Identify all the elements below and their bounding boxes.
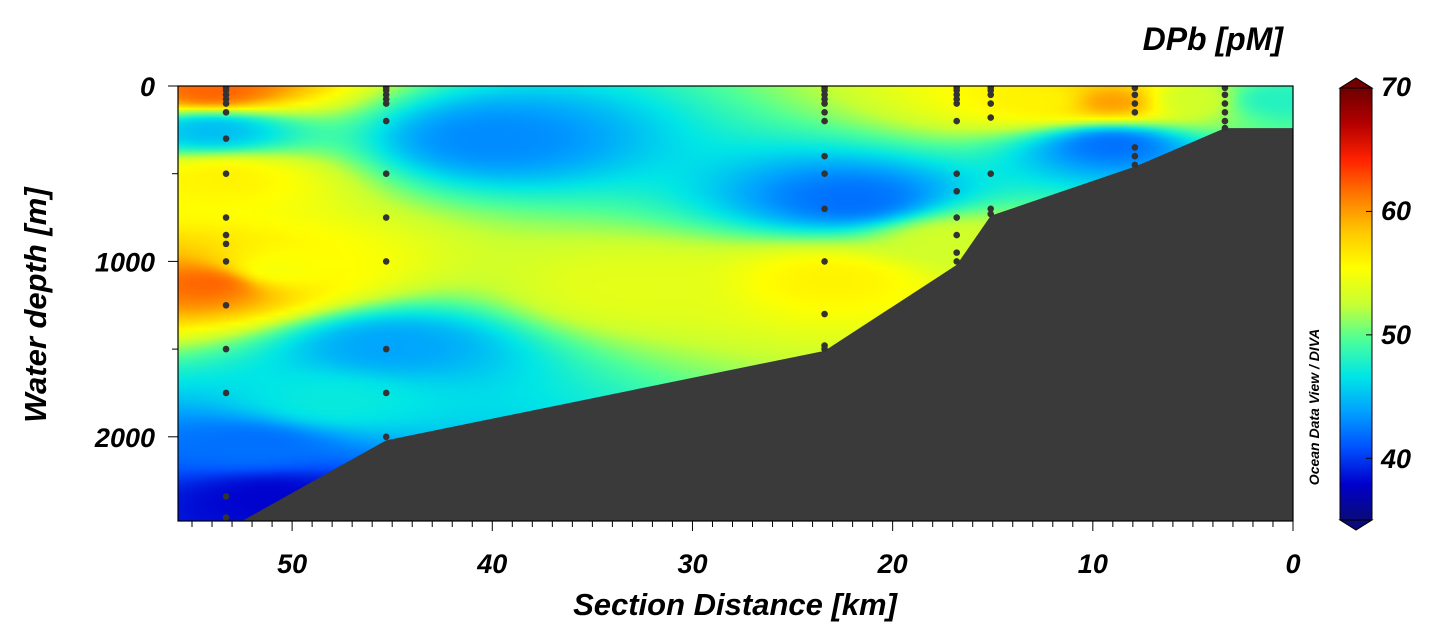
sample-point (222, 231, 230, 239)
colorbar-tick-50: 50 (1381, 320, 1411, 350)
y-axis-title: Water depth [m] (18, 186, 53, 423)
x-axis-title: Section Distance [km] (573, 587, 899, 622)
colorbar-tick-70: 70 (1381, 72, 1411, 102)
sample-point (987, 114, 995, 121)
sample-point (821, 170, 828, 178)
sample-point (953, 187, 960, 195)
x-tick-label: 0 (1285, 549, 1300, 579)
sample-point (382, 214, 390, 221)
sample-point (987, 91, 995, 99)
software-credit: Ocean Data View / DIVA (1306, 329, 1322, 485)
sample-point (1221, 124, 1229, 132)
sample-point (987, 205, 995, 213)
sample-point (382, 389, 390, 397)
x-tick-label: 10 (1078, 549, 1108, 579)
sample-point (1221, 100, 1229, 107)
sample-point (1221, 117, 1229, 125)
sample-point (987, 100, 995, 107)
sample-points (222, 86, 1229, 521)
y-axis: 0 1000 2000 (94, 72, 178, 453)
sample-point (382, 345, 390, 353)
sample-point (222, 109, 230, 116)
sample-point (821, 152, 828, 160)
x-tick-label: 20 (877, 549, 908, 579)
sample-point (821, 117, 828, 125)
x-tick-label: 30 (677, 549, 707, 579)
colorbar-top-arrow (1338, 77, 1374, 89)
sample-point (222, 135, 230, 142)
colorbar-tick-60: 60 (1381, 196, 1411, 226)
sample-point (1221, 109, 1229, 116)
sample-point (1131, 91, 1139, 99)
sample-point (1131, 100, 1139, 107)
sample-point (1131, 86, 1139, 92)
colorbar-body (1339, 87, 1373, 521)
x-tick-label: 50 (277, 549, 307, 579)
sample-point (222, 170, 230, 178)
sample-point (821, 109, 828, 116)
sample-point (821, 258, 828, 265)
sample-point (953, 258, 960, 265)
sample-point (1131, 152, 1139, 160)
y-tick-label: 1000 (95, 247, 155, 277)
sample-point (382, 258, 390, 265)
sample-point (953, 117, 960, 125)
sample-point (222, 345, 230, 353)
sample-point (222, 240, 230, 248)
sample-point (953, 231, 960, 239)
sample-point (821, 100, 828, 107)
sample-point (987, 170, 995, 178)
sample-point (953, 249, 960, 256)
sample-point (953, 214, 960, 221)
colorbar-ticks (1366, 87, 1372, 459)
sample-point (1221, 86, 1229, 92)
sample-point (222, 493, 230, 500)
sample-point (222, 514, 230, 521)
sample-point (222, 100, 230, 107)
seafloor-bathymetry (178, 128, 1293, 521)
sample-point (987, 210, 995, 218)
sample-point (382, 170, 390, 178)
sample-point (222, 389, 230, 397)
colorbar-bottom-arrow (1338, 519, 1374, 531)
x-axis: 50 40 30 20 10 0 (191, 521, 1301, 579)
colorbar: DPb [pM] 70 60 50 40 (1143, 21, 1411, 531)
sample-point (382, 433, 390, 441)
plot-frame (177, 85, 1294, 522)
sample-point (1131, 109, 1139, 116)
y-tick-label: 2000 (94, 423, 155, 453)
sample-point (821, 310, 828, 318)
sample-point (1131, 161, 1139, 169)
sample-point (382, 117, 390, 125)
sample-point (222, 258, 230, 265)
sample-point (382, 100, 390, 107)
colorbar-title: DPb [pM] (1143, 21, 1285, 57)
sample-point (1131, 144, 1139, 151)
plot-area (177, 85, 1294, 522)
sample-point (821, 205, 828, 213)
sample-point (953, 170, 960, 178)
sample-point (953, 100, 960, 107)
sample-point (222, 214, 230, 221)
y-tick-label: 0 (140, 72, 155, 102)
x-tick-label: 40 (476, 549, 507, 579)
sample-point (1221, 91, 1229, 99)
colorbar-tick-40: 40 (1380, 444, 1411, 474)
sample-point (222, 301, 230, 309)
sample-point (821, 345, 828, 353)
